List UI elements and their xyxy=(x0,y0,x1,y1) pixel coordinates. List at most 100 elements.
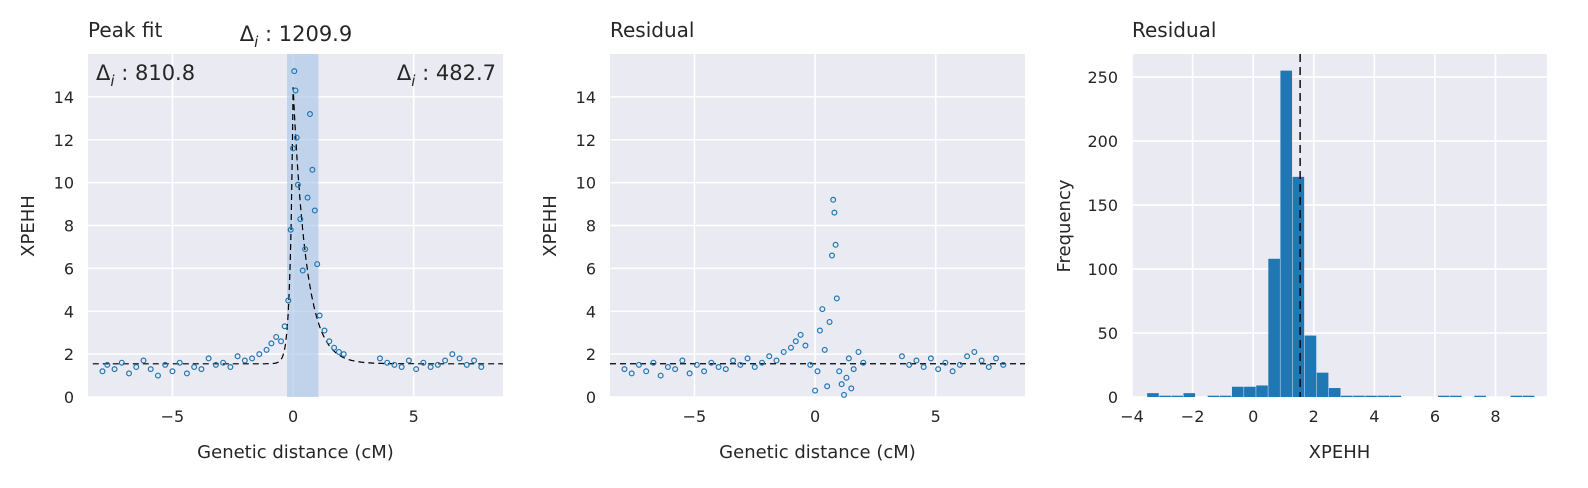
data-point xyxy=(281,323,288,330)
x-tick-label: −5 xyxy=(683,407,707,426)
data-point xyxy=(331,344,338,351)
y-tick-label: 250 xyxy=(1087,68,1118,87)
data-point xyxy=(309,166,316,173)
data-point xyxy=(405,357,412,364)
data-point xyxy=(843,374,850,381)
data-point xyxy=(650,359,657,366)
data-point xyxy=(212,361,219,368)
data-point xyxy=(191,363,198,370)
annotation-right: Δi : 482.7 xyxy=(397,61,496,90)
data-point xyxy=(985,363,992,370)
data-point xyxy=(234,353,241,360)
data-point xyxy=(978,357,985,364)
data-point xyxy=(449,351,456,358)
x-tick-label: 4 xyxy=(1369,407,1379,426)
histogram-bar xyxy=(1171,395,1183,397)
histogram-bar xyxy=(1292,176,1305,397)
data-point xyxy=(766,353,773,360)
data-point xyxy=(964,353,971,360)
data-point xyxy=(730,357,737,364)
histogram-bar xyxy=(1437,395,1450,397)
y-axis-label: Frequency xyxy=(1054,179,1075,272)
histogram-bar xyxy=(1268,258,1280,397)
data-point xyxy=(227,363,234,370)
data-point xyxy=(278,338,285,345)
data-point xyxy=(169,368,176,375)
y-tick-labels: 0 2 4 6 8 10 12 14 xyxy=(54,88,74,407)
data-point xyxy=(927,355,934,362)
data-point xyxy=(664,363,671,370)
data-point xyxy=(147,366,154,373)
data-point xyxy=(628,370,635,377)
data-point xyxy=(287,226,294,233)
data-point xyxy=(812,387,819,394)
data-point xyxy=(816,327,823,334)
data-point xyxy=(304,194,311,201)
data-point xyxy=(398,363,405,370)
panel-residual-histogram: −4 −2 0 2 4 6 8 0 50 100 150 200 250 Residual XPEHH… xyxy=(1054,18,1547,463)
panel-residual-scatter: −5 0 5 0 2 4 6 8 10 12 14 Residual Genetic distan… xyxy=(540,18,1025,463)
data-point xyxy=(759,359,766,366)
y-tick-label: 14 xyxy=(54,88,74,107)
data-point xyxy=(848,385,855,392)
data-point xyxy=(773,357,780,364)
data-point xyxy=(906,361,913,368)
data-point xyxy=(672,366,679,373)
data-point xyxy=(256,351,263,358)
y-tick-label: 6 xyxy=(586,259,596,278)
x-axis-label: XPEHH xyxy=(1309,442,1371,463)
data-point xyxy=(463,361,470,368)
y-tick-label: 10 xyxy=(576,174,596,193)
histogram-bar xyxy=(1280,70,1293,397)
data-point xyxy=(291,68,298,75)
data-point xyxy=(701,368,708,375)
x-axis-label: Genetic distance (cM) xyxy=(197,442,394,463)
histogram-bar xyxy=(1474,395,1486,397)
data-point xyxy=(140,357,147,364)
y-tick-label: 50 xyxy=(1098,324,1118,343)
x-tick-label: 8 xyxy=(1490,407,1500,426)
histogram-bar xyxy=(1256,385,1268,397)
data-point xyxy=(898,353,905,360)
data-point xyxy=(807,361,814,368)
x-tick-labels: −5 0 5 xyxy=(161,407,419,426)
data-point xyxy=(860,359,867,366)
data-point xyxy=(935,366,942,373)
x-tick-label: 2 xyxy=(1309,407,1319,426)
data-point xyxy=(111,366,118,373)
y-tick-label: 6 xyxy=(64,259,74,278)
histogram-bar xyxy=(1510,395,1523,397)
data-point xyxy=(154,372,161,379)
data-point xyxy=(413,366,420,373)
histogram-bars xyxy=(1147,70,1535,397)
histogram-bar xyxy=(1231,386,1244,397)
data-point xyxy=(268,340,275,347)
data-point xyxy=(679,357,686,364)
data-point xyxy=(715,363,722,370)
y-tick-label: 2 xyxy=(586,345,596,364)
data-point xyxy=(797,331,804,338)
data-point xyxy=(306,111,313,118)
data-point xyxy=(949,368,956,375)
histogram-bar xyxy=(1147,393,1159,397)
data-point xyxy=(993,355,1000,362)
data-point xyxy=(478,363,485,370)
histogram-bar xyxy=(1365,395,1377,397)
data-point xyxy=(434,361,441,368)
panel-title: Peak fit xyxy=(88,18,162,42)
data-point xyxy=(830,196,837,203)
data-point xyxy=(693,361,700,368)
x-tick-labels: −4 −2 0 2 4 6 8 xyxy=(1120,407,1500,426)
data-point xyxy=(920,363,927,370)
data-point xyxy=(824,383,831,390)
histogram-bar xyxy=(1328,388,1341,397)
data-point xyxy=(376,355,383,362)
x-tick-label: −4 xyxy=(1120,407,1144,426)
y-tick-label: 12 xyxy=(576,131,596,150)
histogram-bar xyxy=(1244,386,1256,397)
y-tick-label: 150 xyxy=(1087,196,1118,215)
x-tick-label: 5 xyxy=(409,407,419,426)
data-point xyxy=(621,366,628,373)
y-tick-label: 100 xyxy=(1087,260,1118,279)
